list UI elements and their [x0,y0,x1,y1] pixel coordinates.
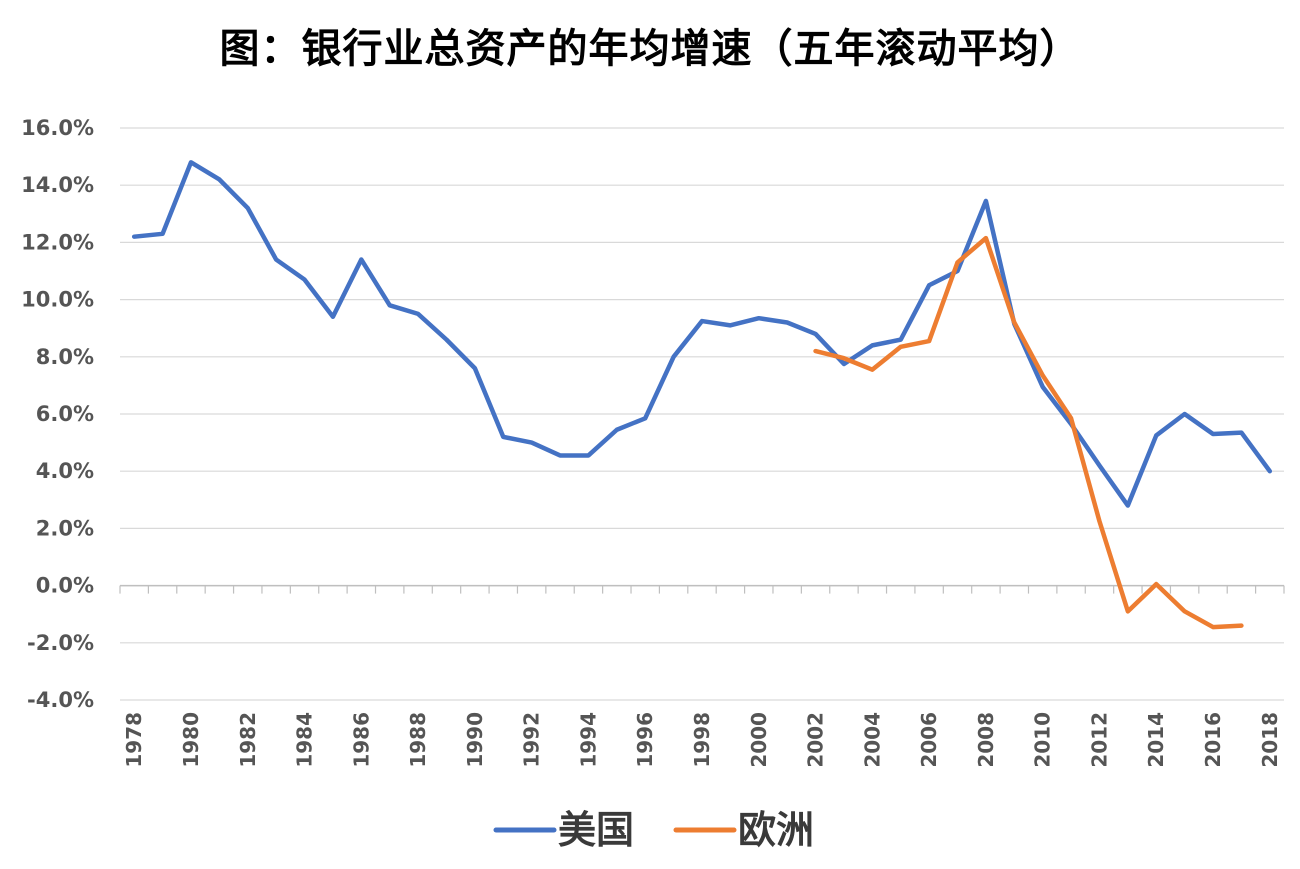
y-tick-label: 2.0% [36,516,94,540]
x-tick-label: 1998 [690,712,714,768]
x-tick-label: 2018 [1258,712,1282,768]
y-tick-label: 8.0% [36,345,94,369]
y-tick-label: 16.0% [21,116,94,140]
x-tick-label: 1992 [520,712,544,768]
x-axis [119,584,1285,594]
x-tick-label: 2016 [1201,712,1225,768]
y-tick-label: 10.0% [21,288,94,312]
y-tick-label: 14.0% [21,173,94,197]
x-tick-label: 2010 [1031,712,1055,768]
x-tick-label: 1984 [293,712,317,768]
y-axis-tick-labels: 16.0% 14.0% 12.0% 10.0% 8.0% 6.0% 4.0% 2.0% 0.0%… [21,116,94,712]
y-tick-label: 6.0% [36,402,94,426]
x-tick-label: 2014 [1144,712,1168,768]
x-axis-tick-labels: 1978 1980 1982 1984 1986 1988 1990 1992 1994 1996… [122,712,1282,768]
y-tick-label: 0.0% [36,574,94,598]
x-tick-label: 2008 [974,712,998,768]
y-tick-label: -2.0% [27,631,94,655]
legend-label-0: 美国 [558,808,634,852]
x-tick-label: 1988 [406,712,430,768]
x-tick-label: 1986 [349,712,373,768]
x-tick-label: 2002 [804,712,828,768]
x-tick-label: 1996 [633,712,657,768]
x-tick-label: 2006 [917,712,941,768]
x-tick-label: 2004 [860,712,884,768]
gridlines [120,127,1284,701]
x-tick-label: 1994 [576,712,600,768]
chart-title: 图：银行业总资产的年均增速（五年滚动平均） [219,25,1081,72]
x-tick-label: 2012 [1087,712,1111,768]
legend-label-1: 欧洲 [738,808,814,852]
series-line-0 [131,160,1273,508]
y-tick-label: -4.0% [27,688,94,712]
series-lines [131,160,1273,630]
x-tick-label: 1980 [179,712,203,768]
legend: 美国 欧洲 [493,808,814,852]
x-tick-label: 2000 [747,712,771,768]
series-line-1 [813,235,1244,630]
y-tick-label: 12.0% [21,230,94,254]
x-tick-label: 1990 [463,712,487,768]
y-tick-label: 4.0% [36,459,94,483]
x-tick-label: 1978 [122,712,146,768]
x-tick-label: 1982 [236,712,260,768]
